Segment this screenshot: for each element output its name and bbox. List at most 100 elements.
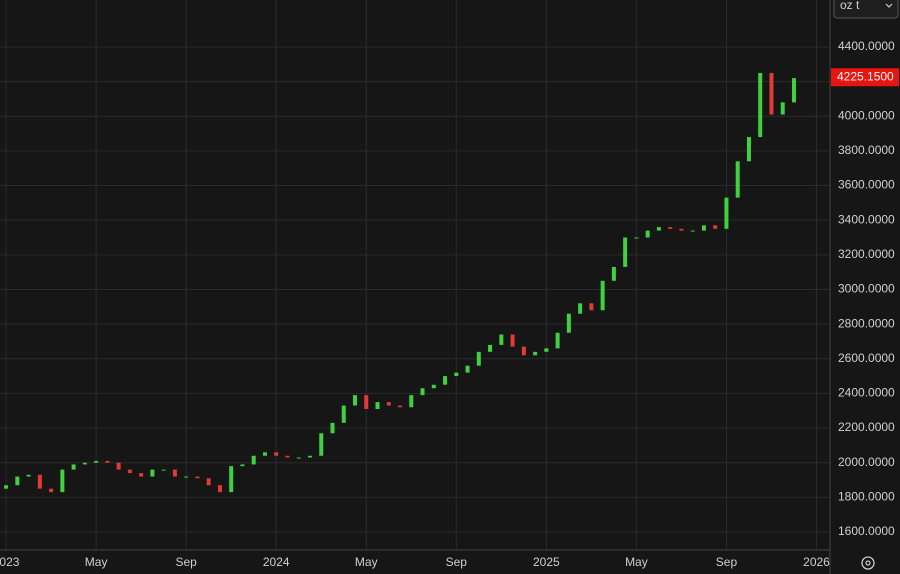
y-tick-label: 1800.0000 bbox=[838, 490, 895, 504]
x-tick-label: Sep bbox=[716, 555, 738, 569]
candle bbox=[353, 395, 358, 406]
x-tick-label: 2023 bbox=[0, 555, 20, 569]
settings-icon-center bbox=[865, 560, 871, 566]
candle bbox=[544, 348, 549, 352]
candle bbox=[206, 478, 211, 486]
candle bbox=[296, 457, 301, 459]
candle bbox=[589, 303, 594, 311]
candle bbox=[150, 469, 155, 477]
candle bbox=[285, 455, 290, 458]
candle bbox=[229, 466, 234, 493]
candle bbox=[600, 280, 605, 311]
x-tick-label: May bbox=[625, 555, 648, 569]
candle bbox=[443, 376, 448, 385]
candle bbox=[71, 464, 76, 470]
candle bbox=[364, 395, 369, 409]
candle bbox=[780, 102, 785, 115]
candle bbox=[465, 365, 470, 373]
candle bbox=[634, 237, 639, 239]
candle bbox=[37, 474, 42, 489]
candle bbox=[127, 469, 132, 474]
candle bbox=[105, 460, 110, 463]
candle bbox=[431, 384, 436, 389]
candle bbox=[116, 462, 121, 470]
candle bbox=[735, 161, 740, 198]
y-tick-label: 2000.0000 bbox=[838, 455, 895, 469]
settings-button[interactable] bbox=[861, 556, 875, 570]
x-tick-label: May bbox=[85, 555, 108, 569]
y-tick-label: 2200.0000 bbox=[838, 420, 895, 434]
candles bbox=[4, 72, 796, 493]
y-tick-label: 3400.0000 bbox=[838, 212, 895, 226]
candle bbox=[375, 402, 380, 409]
candle bbox=[656, 227, 661, 231]
candle bbox=[195, 476, 200, 479]
x-tick-label: 2025 bbox=[533, 555, 560, 569]
candle bbox=[15, 476, 20, 486]
candle bbox=[454, 372, 459, 377]
candle bbox=[26, 474, 31, 477]
dropdown-arrow bbox=[885, 3, 893, 8]
candle bbox=[499, 334, 504, 345]
x-tick-label: May bbox=[355, 555, 378, 569]
candle bbox=[476, 351, 481, 366]
candle bbox=[307, 455, 312, 458]
last-price-label: 4225.1500 bbox=[837, 69, 894, 83]
y-tick-label: 3600.0000 bbox=[838, 178, 895, 192]
x-tick-label: 2026 bbox=[803, 555, 830, 569]
settings-icon[interactable] bbox=[861, 556, 875, 570]
candle bbox=[769, 72, 774, 115]
candle bbox=[398, 405, 403, 408]
y-tick-label: 4400.0000 bbox=[838, 39, 895, 53]
candle bbox=[217, 485, 222, 493]
candle bbox=[668, 227, 673, 229]
candle bbox=[82, 462, 87, 465]
y-tick-label: 3200.0000 bbox=[838, 247, 895, 261]
y-tick-label: 3800.0000 bbox=[838, 143, 895, 157]
x-tick-label: Sep bbox=[175, 555, 197, 569]
grid bbox=[0, 0, 830, 550]
candle bbox=[60, 469, 65, 493]
unit-box[interactable] bbox=[833, 0, 899, 19]
candle bbox=[791, 78, 796, 103]
candle bbox=[274, 452, 279, 456]
candle bbox=[49, 488, 54, 493]
candle bbox=[701, 225, 706, 231]
y-tick-label: 2400.0000 bbox=[838, 386, 895, 400]
candle bbox=[645, 230, 650, 238]
x-axis: 2023 May Sep 2024 May Sep 2025 May Sep 2026 bbox=[0, 555, 830, 569]
x-tick-label: Sep bbox=[446, 555, 468, 569]
unit-selector[interactable]: oz t bbox=[833, 0, 899, 19]
candle bbox=[724, 197, 729, 229]
candle bbox=[679, 228, 684, 231]
candle bbox=[713, 225, 718, 229]
y-tick-label: 4000.0000 bbox=[838, 108, 895, 122]
last-price-box bbox=[831, 68, 899, 87]
candle bbox=[555, 332, 560, 349]
candle bbox=[386, 402, 391, 406]
candle bbox=[409, 395, 414, 408]
candle bbox=[139, 473, 144, 477]
candle bbox=[4, 485, 9, 489]
candle bbox=[262, 452, 267, 456]
candle bbox=[488, 344, 493, 352]
candle bbox=[746, 137, 751, 162]
candle bbox=[184, 476, 189, 478]
candle bbox=[510, 334, 515, 347]
candle bbox=[319, 433, 324, 456]
candle bbox=[690, 230, 695, 232]
unit-label[interactable]: oz t bbox=[840, 0, 860, 12]
candle bbox=[330, 422, 335, 434]
candle bbox=[341, 405, 346, 423]
candle bbox=[240, 464, 245, 467]
candle bbox=[623, 237, 628, 267]
candle bbox=[251, 455, 256, 465]
candle bbox=[566, 313, 571, 333]
x-tick-label: 2024 bbox=[263, 555, 290, 569]
candle bbox=[578, 303, 583, 314]
y-tick-label: 2600.0000 bbox=[838, 351, 895, 365]
y-tick-label: 3000.0000 bbox=[838, 282, 895, 296]
